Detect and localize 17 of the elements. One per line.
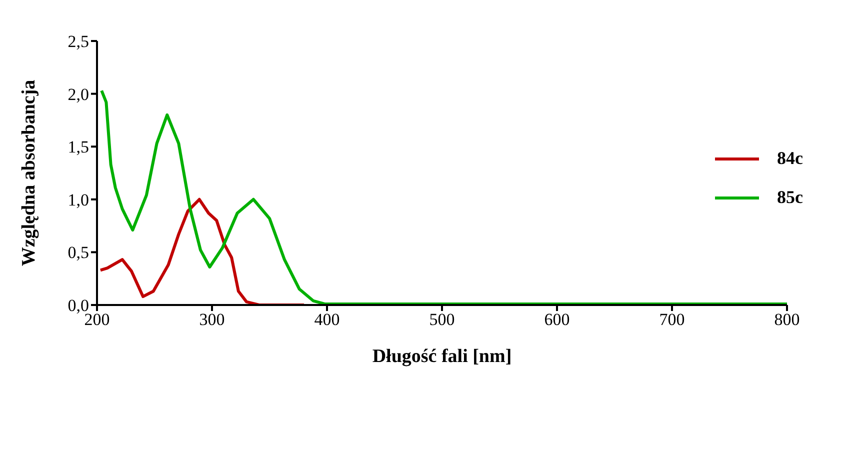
y-tick-label: 1,0	[68, 190, 89, 210]
x-tick-label: 600	[544, 310, 570, 330]
legend-label: 85c	[777, 187, 803, 208]
x-tick-label: 400	[314, 310, 340, 330]
x-tick-label: 200	[84, 310, 110, 330]
y-tick-label: 1,5	[68, 138, 89, 157]
line-series	[98, 198, 306, 305]
y-tick-label: 0,5	[68, 243, 89, 262]
x-axis-title: Długość fali [nm]	[372, 346, 512, 367]
y-tick-label: 2,5	[68, 32, 89, 52]
legend-label: 84c	[777, 148, 803, 169]
x-tick-label: 800	[774, 310, 800, 330]
x-tick-label: 500	[429, 310, 455, 330]
x-tick-label: 300	[199, 310, 225, 330]
y-tick-label: 2,0	[68, 84, 89, 104]
y-axis-title: Względna absorbancja	[18, 79, 40, 266]
x-tick-label: 700	[659, 310, 685, 330]
